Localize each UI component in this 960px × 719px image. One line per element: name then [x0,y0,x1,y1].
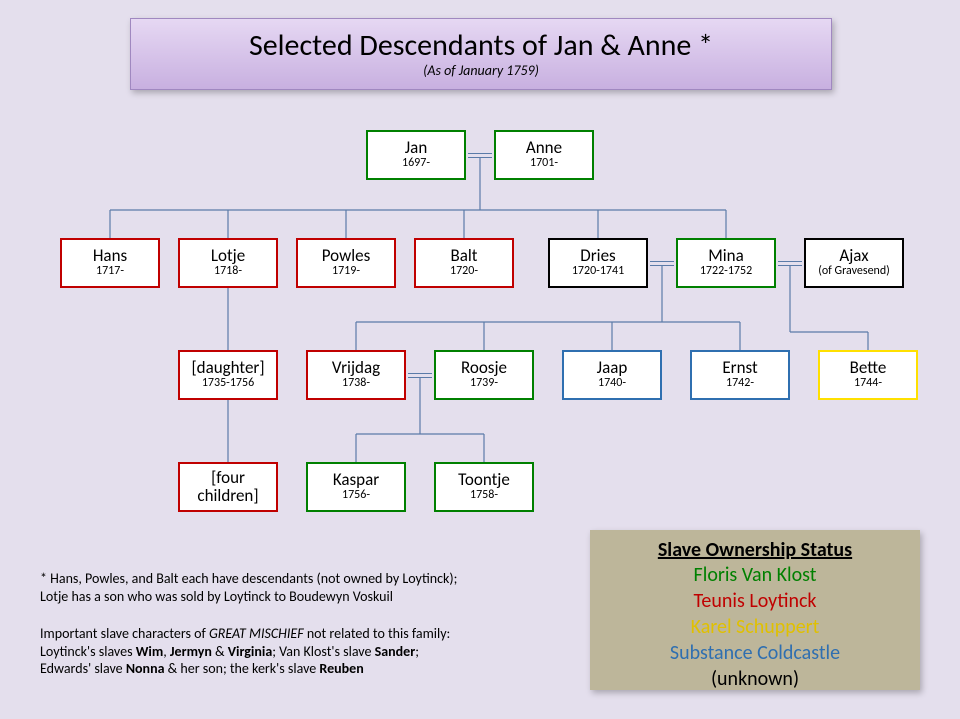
node-dates: 1697- [402,157,430,170]
node-name: Bette [850,359,887,377]
footnote-2c: Edwards' slave Nonna & her son; the kerk… [40,660,364,677]
footnote-1b: Lotje has a son who was sold by Loytinck… [40,588,393,605]
node-dates: 1701- [530,157,558,170]
node-name: Lotje [211,247,245,265]
node-name: Powles [322,247,371,265]
node-name: Anne [526,139,562,157]
node-jaap: Jaap1740- [562,350,662,400]
node-name: Ajax [839,247,868,265]
node-name: Balt [451,247,478,265]
node-four: [four children] [178,462,278,512]
node-dates: 1758- [470,489,498,502]
node-name: Kaspar [333,471,379,489]
legend-box: Slave Ownership Status Floris Van Klost … [590,530,920,690]
title-main: Selected Descendants of Jan & Anne * [131,29,831,62]
node-dates: 1738- [342,377,370,390]
node-dates: 1742- [726,377,754,390]
node-bette: Bette1744- [818,350,918,400]
title-banner: Selected Descendants of Jan & Anne * (As… [130,18,832,90]
marriage-vrijdag-roosje [408,373,432,378]
marriage-jan-anne [468,153,492,158]
node-name: Jan [405,139,428,157]
node-vrijdag: Vrijdag1738- [306,350,406,400]
node-anne: Anne1701- [494,130,594,180]
node-jan: Jan1697- [366,130,466,180]
node-name: Dries [580,247,615,265]
node-name: Roosje [461,359,507,377]
node-dates: 1744- [854,377,882,390]
marriage-dries-mina [650,261,674,266]
node-dates: (of Gravesend) [818,265,890,278]
node-name: Ernst [722,359,757,377]
node-roosje: Roosje1739- [434,350,534,400]
footnote-block-1: * Hans, Powles, and Balt each have desce… [40,570,580,605]
marriage-mina-ajax [778,261,802,266]
footnote-2a: Important slave characters of GREAT MISC… [40,625,450,642]
node-dates: 1718- [214,265,242,278]
node-toontje: Toontje1758- [434,462,534,512]
node-powles: Powles1719- [296,238,396,288]
node-ernst: Ernst1742- [690,350,790,400]
node-name: [four children] [180,469,276,505]
node-dries: Dries1720-1741 [548,238,648,288]
legend-row-1: Teunis Loytinck [590,588,920,614]
node-name: Toontje [458,471,510,489]
node-dates: 1740- [598,377,626,390]
node-hans: Hans1717- [60,238,160,288]
node-lotje: Lotje1718- [178,238,278,288]
node-daughter: [daughter]1735-1756 [178,350,278,400]
legend-row-0: Floris Van Klost [590,562,920,588]
node-name: Jaap [597,359,628,377]
footnote-1a: * Hans, Powles, and Balt each have desce… [40,570,457,587]
node-name: [daughter] [191,359,264,377]
node-dates: 1735-1756 [202,377,254,390]
node-dates: 1739- [470,377,498,390]
node-balt: Balt1720- [414,238,514,288]
footnote-block-2: Important slave characters of GREAT MISC… [40,625,580,678]
legend-row-2: Karel Schuppert [590,614,920,640]
node-dates: 1722-1752 [700,265,752,278]
footnote-2b: Loytinck's slaves Wim, Jermyn & Virginia… [40,643,419,660]
legend-row-3: Substance Coldcastle [590,640,920,666]
legend-row-4: (unknown) [590,666,920,692]
node-dates: 1717- [96,265,124,278]
node-ajax: Ajax(of Gravesend) [804,238,904,288]
node-name: Mina [708,247,744,265]
node-dates: 1719- [332,265,360,278]
node-kaspar: Kaspar1756- [306,462,406,512]
node-dates: 1720-1741 [572,265,624,278]
title-sub: (As of January 1759) [131,62,831,79]
legend-header: Slave Ownership Status [590,538,920,562]
node-name: Vrijdag [332,359,380,377]
node-dates: 1756- [342,489,370,502]
node-dates: 1720- [450,265,478,278]
node-name: Hans [93,247,127,265]
node-mina: Mina1722-1752 [676,238,776,288]
